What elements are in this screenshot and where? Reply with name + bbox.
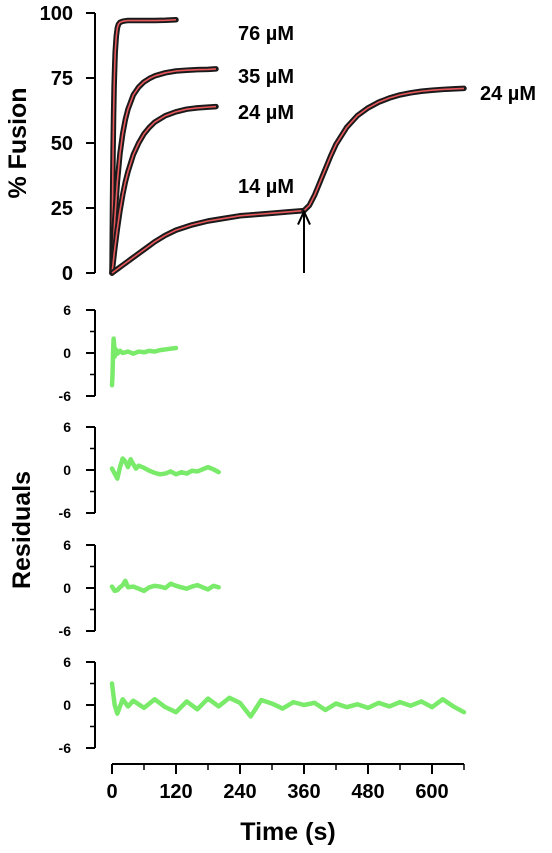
concentration-label: 24 µM	[480, 83, 536, 105]
residual-y-axis-title: Residuals	[8, 471, 36, 589]
x-tick-label: 0	[106, 781, 117, 803]
top-y-tick-label: 75	[51, 68, 73, 90]
top-y-tick-label: 0	[62, 263, 73, 285]
series-data-trace	[301, 85, 467, 214]
concentration-label: 35 µM	[238, 66, 294, 88]
residual-trace	[109, 336, 179, 388]
top-y-axis-title: % Fusion	[4, 87, 32, 198]
series-fit-line	[111, 68, 217, 274]
x-axis-title: Time (s)	[240, 818, 335, 846]
concentration-label: 24 µM	[238, 102, 294, 124]
residual-y-tick-label: 0	[63, 462, 71, 478]
residual-y-tick-label: -6	[59, 623, 72, 639]
series-fit-line	[111, 18, 177, 274]
residual-y-tick-label: 6	[63, 654, 71, 670]
top-y-tick-label: 25	[51, 198, 73, 220]
top-y-tick-label: 50	[51, 133, 73, 155]
residual-y-tick-label: -6	[59, 740, 72, 756]
series-data-trace	[109, 207, 307, 276]
series-fit-line	[303, 87, 465, 212]
x-tick-label: 480	[351, 781, 384, 803]
residual-y-tick-label: 6	[63, 302, 71, 318]
arrow-head	[297, 209, 311, 226]
residual-trace	[109, 681, 467, 719]
top-y-tick-label: 100	[40, 3, 73, 25]
residual-trace	[109, 456, 221, 481]
concentration-label: 76 µM	[238, 23, 294, 45]
residual-trace	[109, 578, 221, 594]
residual-y-tick-label: 0	[63, 580, 71, 596]
residual-y-tick-label: 6	[63, 537, 71, 553]
x-tick-label: 240	[223, 781, 256, 803]
residual-y-tick-label: 6	[63, 419, 71, 435]
series-fit-line	[111, 105, 217, 274]
residual-y-tick-label: -6	[59, 388, 72, 404]
x-tick-label: 120	[159, 781, 192, 803]
residual-y-tick-label: 0	[63, 697, 71, 713]
x-tick-label: 600	[415, 781, 448, 803]
residual-y-tick-label: 0	[63, 345, 71, 361]
series-data-trace	[109, 103, 219, 276]
series-fit-line	[111, 209, 305, 274]
concentration-label: 14 µM	[238, 176, 294, 198]
x-tick-label: 360	[287, 781, 320, 803]
residual-y-tick-label: -6	[59, 505, 72, 521]
